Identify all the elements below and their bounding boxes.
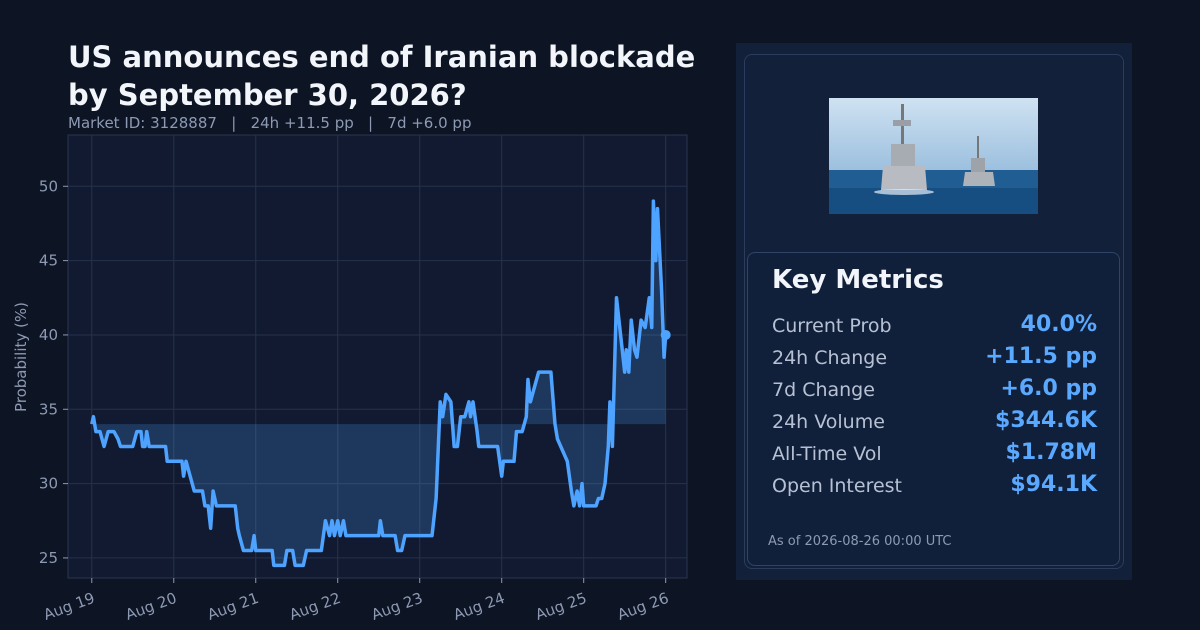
x-tick-label: Aug 20 [123, 589, 179, 624]
subtitle: Market ID: 3128887 | 24h +11.5 pp | 7d +… [68, 114, 472, 132]
metric-label: 24h Volume [772, 411, 885, 433]
metric-row: 24h Volume $344.6K [772, 408, 1097, 443]
title: US announces end of Iranian blockade by … [68, 38, 695, 114]
metrics-heading: Key Metrics [772, 265, 944, 295]
metric-value: $344.6K [995, 408, 1097, 433]
as-of: As of 2026-08-26 00:00 UTC [768, 534, 952, 549]
area-fill [91, 201, 666, 566]
panel-border [744, 54, 1124, 569]
metric-value: +11.5 pp [985, 344, 1097, 369]
end-marker [660, 329, 671, 340]
metric-label: Open Interest [772, 475, 903, 497]
x-tick-label: Aug 25 [533, 589, 589, 624]
y-tick-label: 25 [39, 549, 58, 567]
metric-value: $1.78M [1005, 440, 1097, 465]
metric-row: Open Interest $94.1K [772, 472, 1097, 507]
metric-value: $94.1K [1010, 472, 1097, 497]
side-panel: Key Metrics Current Prob 40.0% 24h Change +… [736, 43, 1132, 580]
x-tick-label: Aug 21 [205, 589, 261, 624]
title-line: US announces end of Iranian blockade [68, 40, 696, 74]
metric-row: 24h Change +11.5 pp [772, 344, 1097, 379]
title-line: by September 30, 2026? [68, 78, 467, 112]
metric-value: 40.0% [1020, 312, 1097, 337]
y-tick-label: 40 [39, 326, 58, 344]
metric-value: +6.0 pp [1000, 376, 1097, 401]
metrics-box: Key Metrics Current Prob 40.0% 24h Change +… [747, 252, 1120, 566]
y-axis-label: Probability (%) [12, 302, 30, 412]
y-tick-label: 45 [39, 252, 58, 270]
metric-row: All-Time Vol $1.78M [772, 440, 1097, 475]
metric-label: All-Time Vol [772, 443, 882, 465]
x-tick-label: Aug 26 [615, 589, 671, 624]
y-tick-label: 35 [39, 400, 58, 418]
x-tick-label: Aug 19 [41, 589, 97, 624]
metric-row: 7d Change +6.0 pp [772, 376, 1097, 411]
y-tick-label: 30 [39, 475, 58, 493]
x-tick-label: Aug 22 [287, 589, 343, 624]
chart: Probability (%) 25 30 35 40 45 50 Aug 19 Aug 20… [12, 134, 688, 624]
metric-row: Current Prob 40.0% [772, 312, 1097, 347]
metric-label: Current Prob [772, 315, 892, 337]
y-tick-label: 50 [39, 177, 58, 195]
metric-label: 24h Change [772, 347, 888, 369]
metric-label: 7d Change [772, 379, 875, 401]
x-tick-label: Aug 24 [451, 589, 507, 624]
market-image [829, 98, 1038, 214]
x-tick-label: Aug 23 [369, 589, 425, 624]
line [90, 199, 668, 568]
